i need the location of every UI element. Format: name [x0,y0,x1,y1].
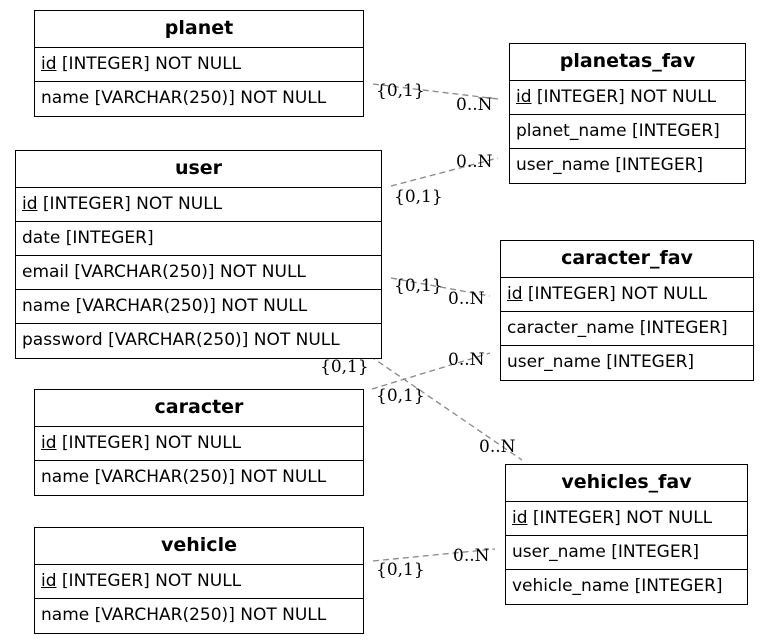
cardinality-label: 0..N [448,289,485,309]
entity-title: caracter_fav [501,241,753,278]
field-type: [INTEGER] NOT NULL [37,194,223,214]
field-name: name [VARCHAR(250)] NOT NULL [16,290,381,324]
entity-vehicle[interactable]: vehicle id [INTEGER] NOT NULL name [VARC… [34,527,364,634]
field-id: id [INTEGER] NOT NULL [16,188,381,222]
entity-planet[interactable]: planet id [INTEGER] NOT NULL name [VARCH… [34,10,364,117]
cardinality-label: {0,1} [394,187,443,207]
entity-title: caracter [35,390,363,427]
field-type: [INTEGER] NOT NULL [56,54,242,74]
primary-key: id [41,433,57,453]
field-caracter-name: caracter_name [INTEGER] [501,312,753,346]
field-vehicle-name: vehicle_name [INTEGER] [512,576,723,596]
primary-key: id [512,508,528,528]
cardinality-label: 0..N [453,546,490,566]
entity-title: vehicle [35,528,363,565]
field-type: [INTEGER] NOT NULL [527,508,713,528]
field-id: id [INTEGER] NOT NULL [35,427,363,461]
primary-key: id [507,284,523,304]
cardinality-label: {0,1} [376,81,425,101]
entity-caracter-fav[interactable]: caracter_fav id [INTEGER] NOT NULL carac… [500,240,754,381]
primary-key: id [41,54,57,74]
primary-key: id [41,571,57,591]
field-id: id [INTEGER] NOT NULL [35,565,363,599]
field-id: id [INTEGER] NOT NULL [501,278,753,312]
field-type: [INTEGER] NOT NULL [56,571,242,591]
cardinality-label: {0,1} [376,386,425,406]
field-password: password [VARCHAR(250)] NOT NULL [22,330,340,350]
cardinality-label: 0..N [456,95,493,115]
cardinality-label: {0,1} [320,357,369,377]
primary-key: id [22,194,38,214]
cardinality-label: 0..N [479,437,516,457]
entity-title: planetas_fav [510,44,745,81]
field-name: name [VARCHAR(250)] NOT NULL [41,88,327,108]
entity-caracter[interactable]: caracter id [INTEGER] NOT NULL name [VAR… [34,389,364,496]
field-id: id [INTEGER] NOT NULL [506,502,747,536]
field-id: id [INTEGER] NOT NULL [510,81,745,115]
cardinality-label: 0..N [456,152,493,172]
field-planet-name: planet_name [INTEGER] [510,115,745,149]
field-user-name: user_name [INTEGER] [507,352,695,372]
primary-key: id [516,87,532,107]
entity-planetas-fav[interactable]: planetas_fav id [INTEGER] NOT NULL plane… [509,43,746,184]
field-type: [INTEGER] NOT NULL [522,284,708,304]
field-type: [INTEGER] NOT NULL [56,433,242,453]
field-type: [INTEGER] NOT NULL [531,87,717,107]
field-date: date [INTEGER] [16,222,381,256]
field-email: email [VARCHAR(250)] NOT NULL [16,256,381,290]
entity-title: user [16,151,381,188]
entity-user[interactable]: user id [INTEGER] NOT NULL date [INTEGER… [15,150,382,359]
field-user-name: user_name [INTEGER] [516,155,704,175]
field-id: id [INTEGER] NOT NULL [35,48,363,82]
cardinality-label: 0..N [448,350,485,370]
entity-title: planet [35,11,363,48]
cardinality-label: {0,1} [394,276,443,296]
field-user-name: user_name [INTEGER] [506,536,747,570]
entity-vehicles-fav[interactable]: vehicles_fav id [INTEGER] NOT NULL user_… [505,464,748,605]
field-name: name [VARCHAR(250)] NOT NULL [41,605,327,625]
entity-title: vehicles_fav [506,465,747,502]
cardinality-label: {0,1} [376,560,425,580]
field-name: name [VARCHAR(250)] NOT NULL [41,467,327,487]
